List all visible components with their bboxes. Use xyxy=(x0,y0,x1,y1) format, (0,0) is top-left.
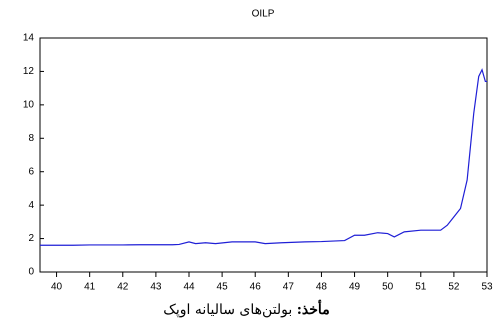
x-tick-label: 40 xyxy=(51,282,63,293)
caption-label: مأخذ: xyxy=(296,302,330,318)
x-tick-label: 47 xyxy=(283,282,295,293)
y-tick-label: 2 xyxy=(28,233,34,244)
y-tick-label: 10 xyxy=(23,99,35,110)
x-tick-label: 52 xyxy=(448,282,460,293)
x-tick-label: 48 xyxy=(316,282,328,293)
chart-title: OILP xyxy=(252,9,275,20)
x-tick-label: 46 xyxy=(250,282,262,293)
x-tick-label: 43 xyxy=(150,282,162,293)
y-tick-label: 0 xyxy=(28,267,34,278)
caption: مأخذ: بولتن‌های سالیانه اوپک xyxy=(0,302,493,318)
x-tick-label: 42 xyxy=(117,282,129,293)
data-line xyxy=(40,68,487,246)
y-tick-label: 8 xyxy=(28,133,34,144)
caption-text: بولتن‌های سالیانه اوپک xyxy=(163,302,293,318)
x-tick-label: 45 xyxy=(217,282,229,293)
x-tick-label: 51 xyxy=(415,282,427,293)
x-tick-label: 49 xyxy=(349,282,361,293)
plot-frame xyxy=(39,37,488,273)
y-tick-label: 6 xyxy=(28,166,34,177)
y-tick-label: 14 xyxy=(23,33,35,44)
y-tick-label: 12 xyxy=(23,66,35,77)
x-tick-label: 44 xyxy=(183,282,195,293)
x-tick-label: 53 xyxy=(481,282,493,293)
x-tick-label: 50 xyxy=(382,282,394,293)
x-tick-label: 41 xyxy=(84,282,96,293)
y-tick-label: 4 xyxy=(28,200,34,211)
